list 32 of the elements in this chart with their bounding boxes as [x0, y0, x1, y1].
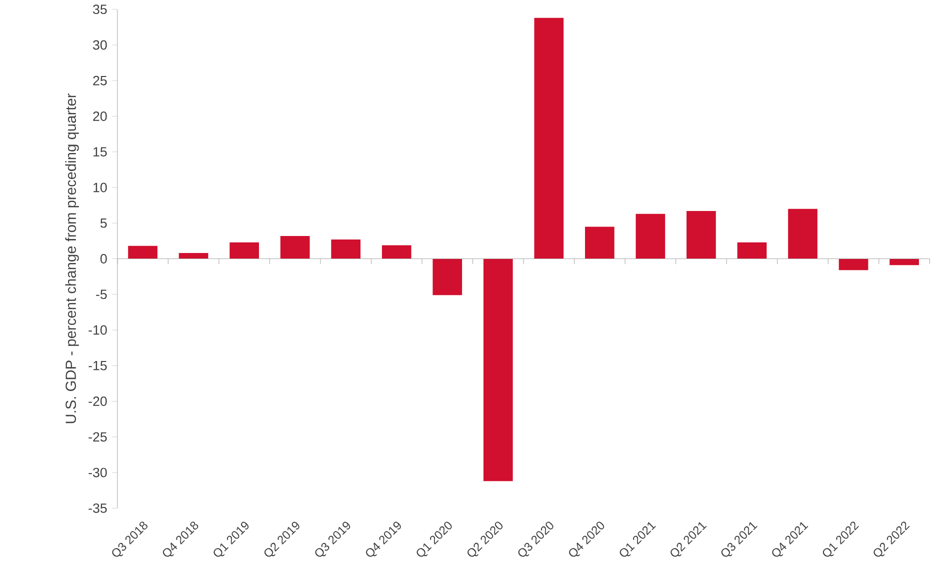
- y-tick-label: 10: [94, 182, 107, 192]
- bar: [534, 18, 564, 259]
- y-tick-label: 25: [93, 76, 107, 86]
- y-tick-label: 15: [94, 147, 107, 157]
- y-tick-label: 30: [93, 40, 107, 50]
- y-tick-label: 20: [93, 112, 107, 122]
- bar: [483, 258, 513, 482]
- bar: [585, 226, 614, 259]
- y-tick-label: 5: [100, 218, 107, 228]
- y-tick-label: 0: [100, 254, 107, 264]
- bar: [382, 245, 412, 259]
- bar: [788, 208, 818, 259]
- y-tick-label: -20: [88, 396, 107, 406]
- y-tick-label: -15: [88, 361, 107, 370]
- y-tick-label: 35: [93, 4, 107, 14]
- bar: [128, 246, 158, 259]
- bar: [890, 258, 919, 266]
- y-tick-label: -5: [96, 290, 107, 300]
- bar: [838, 258, 868, 270]
- bar: [432, 258, 462, 296]
- bar: [178, 253, 208, 259]
- bar: [331, 240, 361, 259]
- y-tick-label: -25: [88, 432, 107, 442]
- bar: [636, 214, 666, 259]
- bar: [280, 236, 310, 259]
- bar: [686, 211, 716, 259]
- y-tick-label: -10: [88, 325, 107, 335]
- y-tick-label: -30: [88, 468, 107, 478]
- y-tick-label: -35: [88, 504, 107, 513]
- bar: [230, 242, 259, 259]
- bar: [737, 242, 767, 259]
- y-axis-title: U.S. GDP - percent change from preceding quarter: [65, 94, 79, 424]
